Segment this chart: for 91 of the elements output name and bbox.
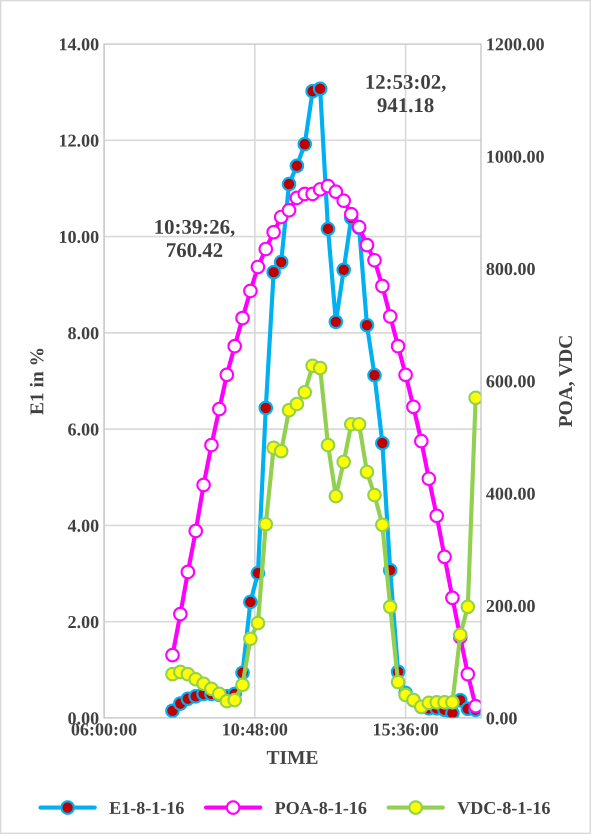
x-tick-label: 10:48:00: [223, 723, 288, 736]
point: [398, 368, 413, 382]
point: [437, 550, 452, 564]
point: [312, 81, 328, 96]
point: [382, 599, 398, 614]
point: [367, 488, 382, 502]
y2-tick-label: 600.00: [486, 375, 535, 388]
y-tick-label: 2.00: [68, 616, 98, 628]
y2-tick-label: 800.00: [486, 262, 535, 276]
point: [328, 314, 344, 330]
point: [235, 310, 250, 326]
point: [282, 176, 296, 192]
point: [312, 360, 328, 376]
point: [266, 224, 281, 240]
point: [344, 206, 359, 222]
x-axis-title: TIME: [266, 751, 318, 764]
point: [336, 454, 352, 470]
point: [352, 416, 366, 432]
point: [180, 564, 196, 580]
y2-tick-label: 400.00: [486, 488, 535, 500]
point: [414, 434, 429, 448]
point: [290, 158, 304, 174]
point: [375, 278, 390, 294]
point: [282, 202, 296, 218]
point: [375, 517, 390, 532]
legend-label: VDC-8-1-16: [457, 802, 550, 814]
y-tick-label: 0.00: [68, 712, 98, 725]
point: [235, 678, 250, 692]
point: [367, 252, 382, 268]
point: [243, 284, 258, 298]
y-tick-label: 8.00: [68, 327, 98, 340]
point: [196, 478, 211, 492]
point: [173, 606, 188, 622]
y-tick-label: 14.00: [60, 38, 98, 51]
point: [375, 436, 390, 450]
point: [390, 674, 406, 690]
y-tick-label: 6.00: [68, 423, 98, 436]
point: [406, 400, 421, 414]
point: [220, 368, 234, 382]
point: [390, 338, 406, 354]
y2-tick-label: 0.00: [486, 712, 517, 725]
y-tick-label: 4.00: [68, 520, 98, 532]
point: [360, 464, 374, 480]
annotation: 10:39:26, 760.42: [155, 220, 234, 258]
point: [445, 590, 460, 606]
y2-tick-label: 200.00: [486, 600, 535, 612]
point: [460, 666, 476, 682]
legend-label: E1-8-1-16: [109, 802, 184, 814]
legend-label: POA-8-1-16: [274, 802, 366, 814]
point: [297, 384, 312, 400]
point: [336, 193, 352, 208]
point: [258, 242, 274, 256]
point: [297, 136, 312, 152]
point: [250, 616, 266, 630]
y-tick-label: 10.00: [60, 230, 98, 244]
y2-axis-title: POA, VDC: [559, 336, 575, 427]
annotation: 12:53:02, 941.18: [366, 74, 446, 112]
point: [258, 400, 274, 416]
point: [227, 338, 242, 354]
y2-tick-label: 1200.00: [487, 38, 544, 51]
point: [165, 648, 180, 662]
point: [360, 318, 374, 332]
point: [328, 488, 344, 504]
point: [422, 471, 436, 486]
y-tick-label: 12.00: [60, 134, 98, 147]
point: [382, 309, 398, 324]
point: [445, 694, 460, 710]
point: [204, 438, 219, 452]
y-axis-title: E1 in %: [30, 348, 44, 415]
point: [320, 222, 336, 236]
point: [320, 438, 336, 452]
point: [328, 184, 344, 200]
point: [274, 444, 288, 459]
point: [290, 396, 304, 412]
x-tick-label: 06:00:00: [72, 723, 136, 736]
point: [250, 260, 266, 274]
y2-tick-label: 1000.00: [487, 150, 544, 163]
point: [429, 508, 444, 524]
point: [336, 262, 352, 278]
point: [188, 524, 204, 538]
point: [274, 254, 288, 270]
point: [227, 692, 242, 708]
point: [266, 264, 281, 280]
point: [460, 599, 476, 614]
point: [367, 368, 382, 383]
x-tick-label: 15:36:00: [374, 723, 438, 736]
point: [360, 238, 374, 252]
point: [243, 632, 258, 646]
point: [258, 516, 274, 532]
point: [243, 594, 258, 610]
point: [212, 402, 227, 416]
